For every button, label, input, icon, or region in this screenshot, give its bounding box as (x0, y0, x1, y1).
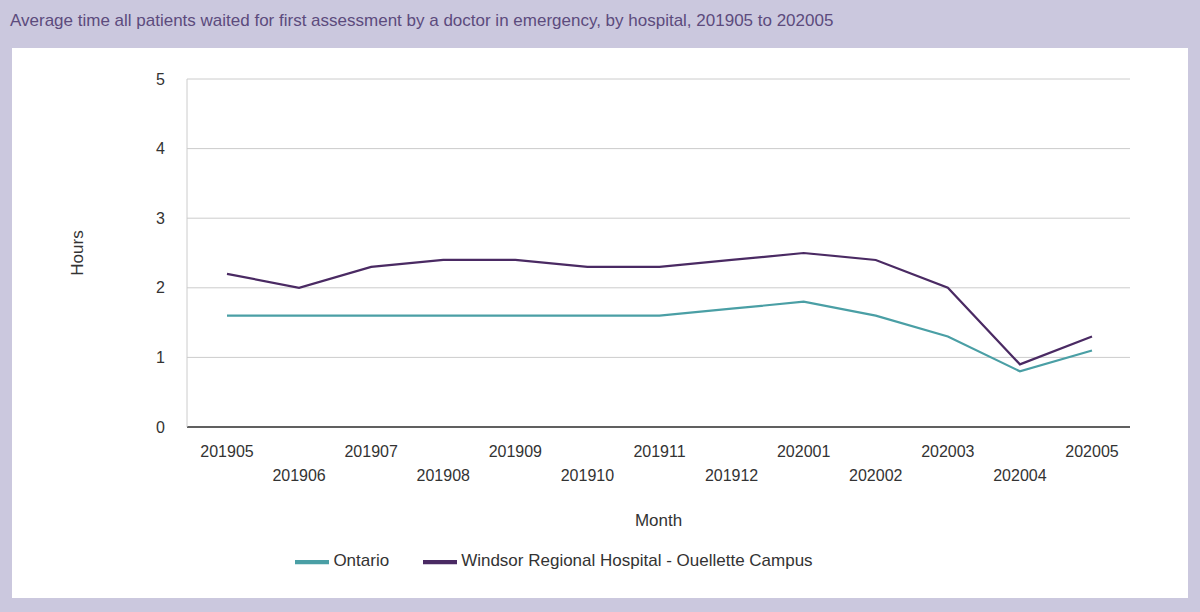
svg-text:201911: 201911 (633, 443, 685, 460)
html-text:Windsor Regional Hospital - Ou: Windsor Regional Hospital - Ouellette Ca… (461, 551, 813, 571)
svg-text:2: 2 (156, 279, 165, 296)
svg-text:201907: 201907 (344, 443, 397, 460)
svg-text:Hours: Hours (68, 230, 87, 275)
svg-text:5: 5 (156, 71, 165, 88)
html-text:Ontario: Ontario (333, 551, 390, 571)
svg-text:Month: Month (635, 511, 682, 530)
svg-text:201912: 201912 (705, 467, 758, 484)
svg-text:202001: 202001 (777, 443, 830, 460)
svg-text:202002: 202002 (849, 467, 902, 484)
svg-text:201910: 201910 (561, 467, 614, 484)
svg-text:3: 3 (156, 210, 165, 227)
svg-text:201905: 201905 (200, 443, 253, 460)
svg-text:1: 1 (156, 349, 165, 366)
svg-text:201908: 201908 (417, 467, 470, 484)
svg-text:0: 0 (156, 419, 165, 436)
svg-text:201906: 201906 (272, 467, 325, 484)
svg-text:202005: 202005 (1065, 443, 1118, 460)
html-text:Average time all patients wait: Average time all patients waited for fir… (10, 11, 834, 30)
svg-text:202003: 202003 (921, 443, 974, 460)
svg-text:202004: 202004 (993, 467, 1046, 484)
svg-text:201909: 201909 (489, 443, 542, 460)
svg-text:4: 4 (156, 140, 165, 157)
